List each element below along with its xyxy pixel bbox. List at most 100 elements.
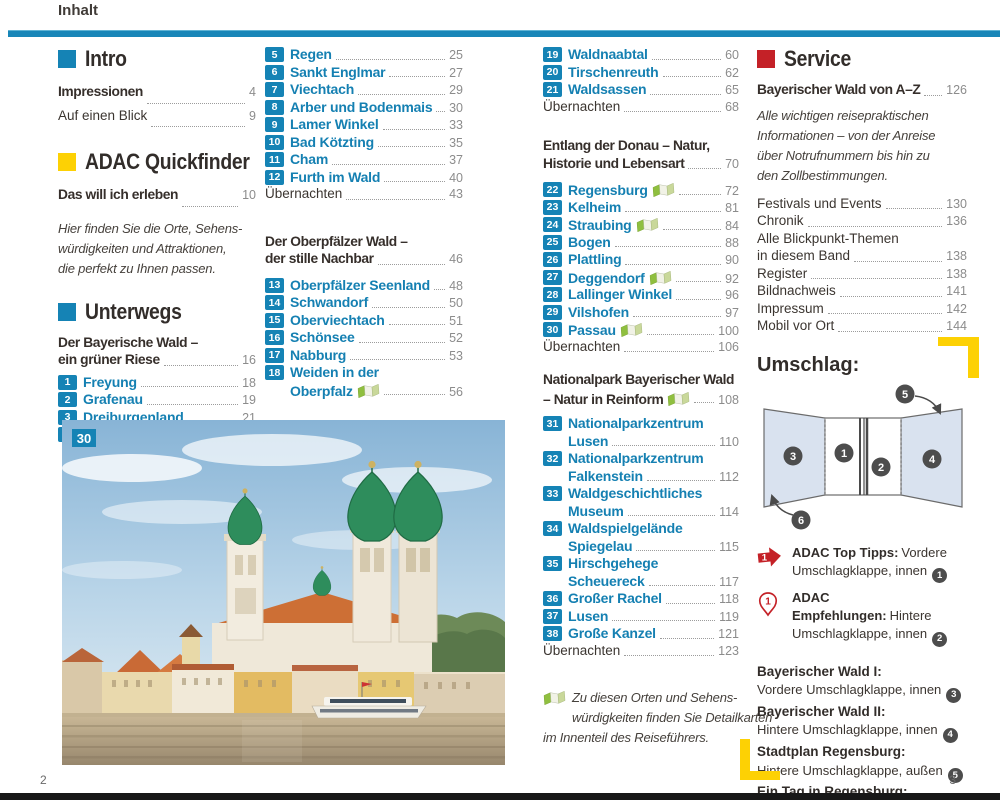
diagram-circle-1: 1: [841, 448, 847, 460]
toc-line: Festivals und Events 130: [757, 196, 967, 214]
dotted-leader: [382, 128, 446, 130]
toc-line: 38 Große Kanzel 121: [543, 625, 739, 643]
dotted-leader: [383, 394, 446, 395]
diagram-circle-2: 2: [878, 462, 884, 474]
circle-number-badge: 2: [932, 631, 948, 647]
page-number: 65: [725, 83, 739, 97]
item-number-badge: 18: [265, 365, 284, 381]
page-number: 35: [449, 135, 463, 150]
dotted-leader: [646, 333, 715, 335]
toc-line: 12 Furth im Wald 40: [265, 169, 463, 187]
map-icon: [652, 182, 675, 202]
page-number: 130: [946, 196, 967, 211]
dotted-leader: [612, 445, 716, 446]
chapter-heading-donau: Entlang der Donau – Natur, Historie und …: [543, 138, 739, 173]
toc-line: – Natur in Reinform 108: [543, 390, 739, 408]
item-label: Spiegelau: [568, 537, 633, 554]
toc-line: Museum 114: [543, 503, 739, 521]
item-number-badge: 35: [543, 556, 562, 572]
item-number-badge: 30: [543, 322, 562, 338]
item-label: Schwandorf: [290, 294, 369, 310]
service-az-entry: Bayerischer Wald von A–Z 126: [757, 82, 967, 100]
text-line: Hier finden Sie die Orte, Sehens-: [58, 220, 243, 236]
photo-number-badge: 30: [72, 429, 96, 447]
cover-entry: Bayerischer Wald II: Hintere Umschlagkla…: [757, 703, 967, 743]
cover-title: Stadtplan Regensburg:: [757, 744, 906, 759]
page-number: 97: [725, 305, 739, 320]
cover-entry: Bayerischer Wald I: Vordere Umschlagklap…: [757, 663, 967, 703]
dotted-leader: [151, 126, 246, 127]
dotted-leader: [838, 330, 943, 332]
item-number-badge: 17: [265, 347, 284, 363]
umschlag-heading: Umschlag:: [757, 353, 860, 376]
page-number: 62: [725, 65, 739, 80]
page-number: 10: [242, 188, 256, 202]
item-number-badge: 16: [265, 330, 284, 346]
item-label: Übernachten: [543, 642, 621, 658]
column-three: 19 Waldnaabtal 60 20 Tirschenreuth 62 21…: [543, 46, 772, 748]
toc-line: 37 Lusen 119: [543, 608, 739, 626]
page-number: 114: [719, 504, 739, 519]
dotted-leader: [612, 620, 716, 621]
cover-location: Hintere Umschlagklappe, innen 4: [757, 721, 967, 743]
item-number-badge: 10: [265, 134, 284, 150]
item-label: Register: [757, 265, 808, 281]
toc-row: 26 Plattling 90: [543, 251, 739, 269]
tip-text: ADAC Top Tipps: Vordere Umschlagklappe, i…: [792, 544, 967, 583]
page-number: 51: [449, 313, 463, 328]
cover-map-list: Bayerischer Wald I: Vordere Umschlagklap…: [757, 663, 967, 800]
toc-row: 16 Schönsee 52: [265, 329, 463, 347]
dotted-leader: [146, 403, 239, 405]
item-label: Plattling: [568, 251, 622, 267]
item-label: Oberpfalz: [290, 382, 353, 399]
item-number-badge: 12: [265, 169, 284, 185]
toc-row: 32 Nationalparkzentrum Falkenstein 112: [543, 450, 739, 485]
item-number-badge: 36: [543, 591, 562, 607]
circle-number-badge: 3: [946, 687, 962, 703]
page-number: 121: [718, 627, 739, 641]
text-line: würdigkeiten finden Sie Detailkarten: [572, 710, 773, 725]
toc-row: 38 Große Kanzel 121: [543, 625, 739, 643]
dotted-leader: [384, 181, 446, 182]
toc-row: 28 Lallinger Winkel 96: [543, 286, 739, 304]
map-legend-note: Zu diesen Orten und Sehens-würdigkeiten …: [543, 688, 773, 748]
dotted-leader: [163, 364, 239, 366]
toc-row: 18 Weiden in der Oberpfalz 56: [265, 364, 463, 399]
item-number-badge: 28: [543, 287, 562, 303]
page-number: 68: [725, 99, 739, 114]
toc-line: Bildnachweis 141: [757, 283, 967, 301]
item-label: Cham: [290, 151, 329, 167]
toc-row: Übernachten 106: [543, 339, 739, 357]
item-label: Waldnaabtal: [568, 46, 648, 62]
toc-line: Auf einen Blick 9: [58, 108, 256, 132]
page-number: 138: [946, 249, 967, 263]
toc-row: 12 Furth im Wald 40: [265, 169, 463, 187]
item-label: Der Bayerische Wald –: [58, 334, 198, 350]
red-square-icon: [757, 50, 775, 68]
item-number-badge: 34: [543, 521, 562, 537]
toc-row: 14 Schwandorf 50: [265, 294, 463, 312]
toc-row: 7 Viechtach 29: [265, 81, 463, 99]
item-label: Lamer Winkel: [290, 116, 379, 132]
dotted-leader: [811, 278, 943, 279]
toc-line: 10 Bad Kötzting 35: [265, 134, 463, 152]
dotted-leader: [627, 515, 716, 516]
toc-row: Chronik 136: [757, 213, 967, 231]
section-heading-unterwegs: Unterwegs: [58, 299, 256, 325]
text-line: Alle wichtigen reisepraktischen: [757, 107, 929, 123]
item-label: Nationalparkzentrum: [568, 450, 704, 466]
toc-row: 10 Bad Kötzting 35: [265, 134, 463, 152]
page-number: 29: [449, 83, 463, 97]
page-number: 96: [725, 288, 739, 302]
item-number-badge: 15: [265, 312, 284, 328]
toc-row: 19 Waldnaabtal 60: [543, 46, 739, 64]
toc-line: 9 Lamer Winkel 33: [265, 116, 463, 134]
toc-row: 13 Oberpfälzer Seenland 48: [265, 277, 463, 295]
toc-line: 29 Vilshofen 97: [543, 304, 739, 322]
column-two: 5 Regen 25 6 Sankt Englmar 27 7 Viechtac…: [265, 46, 463, 399]
dotted-leader: [625, 211, 722, 212]
map-icon: [636, 217, 659, 237]
item-label: Tirschenreuth: [568, 63, 659, 80]
toc-line: Falkenstein 112: [543, 468, 739, 486]
toc-line: 13 Oberpfälzer Seenland 48: [265, 277, 463, 295]
